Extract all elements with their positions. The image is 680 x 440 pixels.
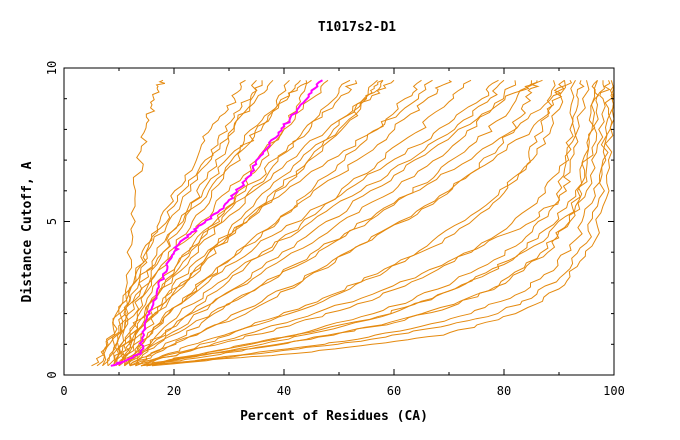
series-line-model-20 [151,80,615,367]
series-line-model-17 [140,80,611,367]
series-line-model-40 [146,80,576,367]
highlight-series-line [110,79,323,367]
series-line-model-09 [124,79,422,367]
series-line-model-15 [135,80,590,367]
series-line-model-38 [113,80,358,366]
series-line-model-01 [115,79,166,366]
series-line-model-18 [146,80,615,367]
x-axis-title: Percent of Residues (CA) [240,409,428,424]
series-line-model-29 [128,79,453,366]
series-line-model-32 [113,79,290,366]
y-tick-label: 5 [45,218,59,225]
x-tick-label: 40 [277,384,291,398]
series-line-model-21 [140,79,600,367]
x-tick-label: 20 [167,384,181,398]
y-tick-label: 0 [45,371,59,378]
series-line-model-35 [135,80,532,367]
series-line-model-28 [118,79,395,367]
series-line-model-10 [129,79,472,367]
series-line-model-36 [129,80,517,367]
series-line-model-07 [113,79,351,367]
series-line-model-11 [118,79,543,367]
series-line-model-24 [146,80,598,367]
series-line-model-16 [140,80,606,367]
x-axis: 0 20 40 60 80 100 [60,68,625,398]
series-line-model-19 [146,80,615,367]
series-line-model-39 [140,80,556,367]
chart-title: T1017s2-D1 [318,20,396,35]
series-line-model-22 [129,80,540,367]
series-line-model-02 [118,79,246,367]
y-tick-label: 10 [45,61,59,75]
x-tick-label: 100 [603,384,625,398]
series-line-model-33 [129,79,505,366]
series-line-model-04 [102,79,274,367]
x-tick-label: 0 [60,384,67,398]
y-axis: 0 5 10 [45,61,614,379]
plot-area [91,79,615,367]
series-line-model-31 [107,79,258,367]
series-line-model-34 [124,79,499,367]
x-tick-label: 80 [497,384,511,398]
series-line-model-13 [129,79,565,367]
series-line-model-03 [91,80,263,367]
series-line-model-30 [118,79,433,366]
y-axis-title: Distance Cutoff, A [20,161,35,302]
series-line-model-23 [135,80,585,367]
x-tick-label: 60 [387,384,401,398]
series-line-model-14 [135,80,567,367]
